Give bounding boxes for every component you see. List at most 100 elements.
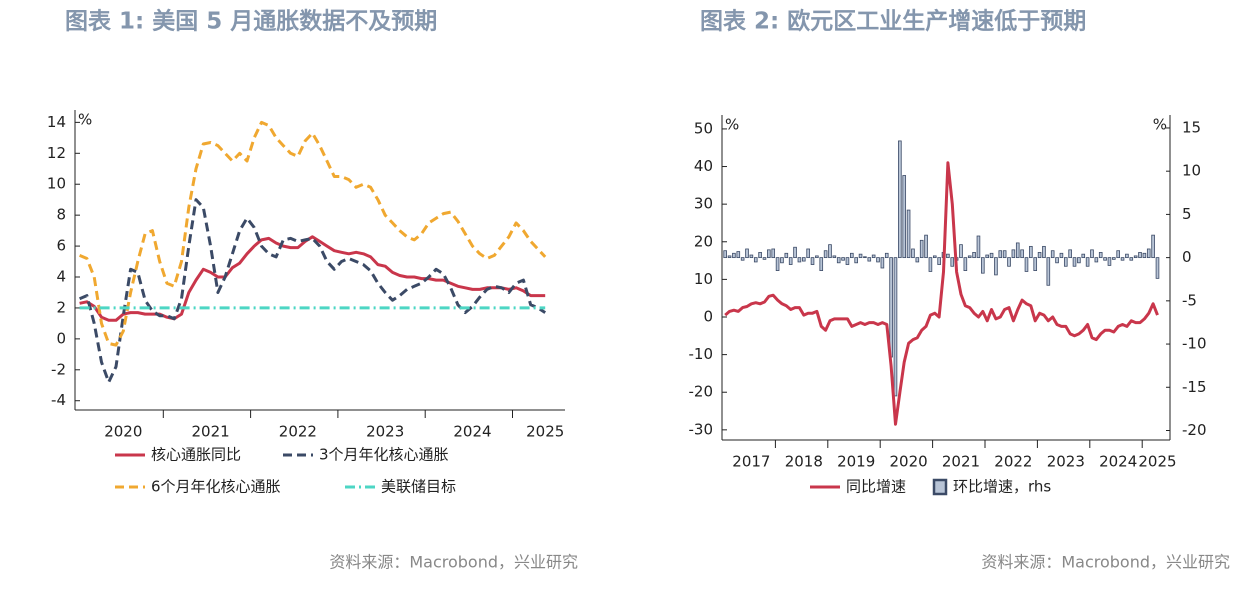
- source: 资料来源：Macrobond，兴业研究: [329, 553, 578, 572]
- bar: [753, 257, 758, 263]
- x-tick-label: 2025: [1138, 453, 1176, 471]
- source: 资料来源：Macrobond，兴业研究: [981, 553, 1230, 572]
- x-tick-label: 2021: [191, 423, 229, 441]
- bar: [963, 257, 968, 271]
- y2-tick-label: -20: [1182, 421, 1207, 439]
- bar: [867, 257, 872, 262]
- bar: [976, 235, 981, 259]
- bar: [788, 257, 793, 265]
- bar: [1015, 242, 1020, 259]
- bar: [906, 209, 911, 259]
- line-series: [724, 161, 1159, 426]
- legend-label: 核心通胀同比: [151, 446, 241, 464]
- x-tick-label: 2022: [279, 423, 317, 441]
- bar: [1037, 252, 1042, 259]
- bar: [850, 252, 854, 259]
- x-tick-label: 2020: [889, 453, 927, 471]
- x-tick-label: 2019: [837, 453, 875, 471]
- y-tick-label: 14: [47, 113, 66, 131]
- bar: [985, 254, 989, 259]
- bar: [871, 254, 876, 259]
- x-tick-label: 2020: [104, 423, 142, 441]
- bar: [1155, 257, 1160, 279]
- y2-tick-label: 10: [1182, 162, 1201, 180]
- bar: [898, 140, 902, 259]
- bar: [823, 250, 828, 259]
- y-unit: %: [725, 116, 739, 134]
- y2-tick-label: 0: [1182, 248, 1192, 266]
- bar: [919, 239, 924, 259]
- x-tick-label: 2022: [994, 453, 1032, 471]
- bar: [727, 255, 732, 259]
- x-tick-label: 2023: [1047, 453, 1085, 471]
- bar: [854, 257, 858, 264]
- y-tick-label: -20: [689, 383, 714, 401]
- x-tick-label: 2024: [1099, 453, 1137, 471]
- y-tick-label: -30: [689, 420, 714, 438]
- x-tick-label: 2025: [526, 423, 564, 441]
- y-tick-label: 12: [47, 144, 66, 162]
- bar: [911, 248, 915, 259]
- bar: [810, 257, 815, 265]
- bar: [1063, 257, 1068, 267]
- legend-label: 环比增速，rhs: [953, 478, 1051, 496]
- bar: [928, 257, 933, 272]
- x-tick-label: 2023: [366, 423, 404, 441]
- bar: [819, 257, 824, 271]
- y-tick-label: 30: [694, 195, 713, 213]
- bar: [1029, 245, 1033, 259]
- bar: [946, 253, 950, 259]
- bar: [1002, 250, 1007, 259]
- bar: [1055, 257, 1059, 264]
- bar: [1085, 257, 1090, 267]
- y2-tick-label: -5: [1182, 291, 1197, 309]
- x-tick-label: 2024: [453, 423, 491, 441]
- bar: [797, 257, 802, 263]
- bar: [767, 249, 771, 259]
- bar: [732, 252, 736, 259]
- y-tick-label: 8: [56, 206, 66, 224]
- bar: [880, 257, 885, 269]
- bar: [959, 244, 963, 259]
- bar: [981, 257, 985, 274]
- bar: [1125, 253, 1129, 259]
- y-unit: %: [78, 111, 92, 129]
- bar: [815, 255, 819, 259]
- bar: [801, 257, 806, 262]
- bar: [915, 257, 920, 263]
- bar: [989, 252, 994, 259]
- bar: [828, 244, 832, 259]
- bar: [1059, 252, 1064, 259]
- bar: [1133, 255, 1138, 259]
- bar: [723, 250, 727, 259]
- bar: [841, 257, 845, 261]
- bar: [884, 252, 889, 259]
- y-tick-label: 50: [694, 119, 713, 137]
- bar: [902, 175, 907, 259]
- y2-tick-label: -15: [1182, 378, 1207, 396]
- bar: [950, 257, 955, 267]
- bar: [998, 250, 1003, 259]
- y-tick-label: 2: [56, 298, 66, 316]
- bar: [780, 257, 784, 264]
- y-tick-label: -4: [51, 391, 66, 409]
- bar: [1151, 234, 1155, 259]
- bar: [1042, 245, 1046, 259]
- bar: [1120, 257, 1125, 261]
- bar: [937, 257, 941, 265]
- bar: [836, 257, 841, 264]
- bar: [932, 255, 937, 259]
- bar: [893, 257, 898, 397]
- bar: [1046, 257, 1051, 286]
- bar: [1098, 252, 1103, 259]
- legend-label: 3个月年化核心通胀: [319, 446, 449, 464]
- bar: [1033, 257, 1038, 271]
- bar: [745, 248, 749, 259]
- bar: [749, 254, 754, 259]
- chart-title: 图表 1: 美国 5 月通胀数据不及预期: [65, 8, 437, 35]
- x-tick-label: 2018: [785, 453, 823, 471]
- bar: [924, 234, 928, 259]
- bar: [1090, 249, 1094, 259]
- bar: [784, 252, 789, 259]
